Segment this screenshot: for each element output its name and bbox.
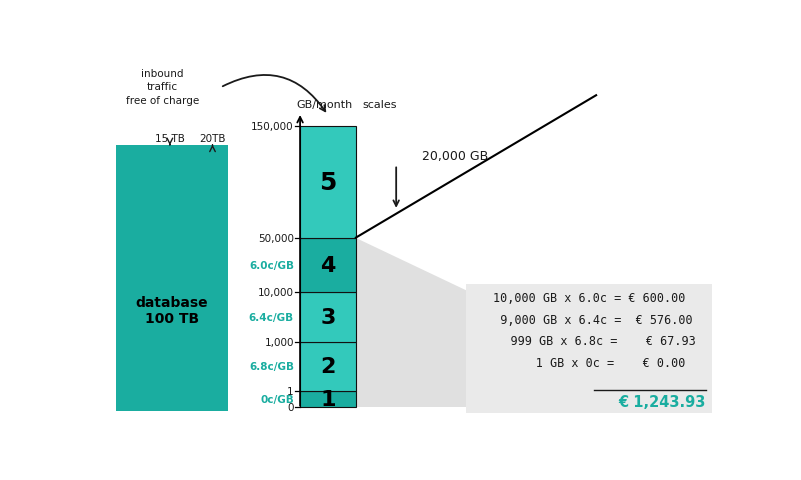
Text: database
100 TB: database 100 TB xyxy=(135,295,208,325)
Text: 2: 2 xyxy=(320,357,336,376)
Bar xyxy=(300,127,356,238)
Text: 0c/GB: 0c/GB xyxy=(260,394,294,404)
Text: 50,000: 50,000 xyxy=(258,233,294,243)
Bar xyxy=(300,293,356,342)
Text: 0: 0 xyxy=(288,402,294,412)
Text: 5: 5 xyxy=(320,170,336,194)
Text: € 1,243.93: € 1,243.93 xyxy=(619,395,706,409)
Bar xyxy=(300,391,356,407)
Text: 20TB: 20TB xyxy=(199,134,226,144)
Text: 15 TB: 15 TB xyxy=(155,134,185,144)
Bar xyxy=(466,284,712,413)
Text: 6.0c/GB: 6.0c/GB xyxy=(249,261,294,270)
Text: 9,000 GB x 6.4c =  € 576.00: 9,000 GB x 6.4c = € 576.00 xyxy=(486,313,692,326)
Text: 10,000: 10,000 xyxy=(258,288,294,298)
Text: 1: 1 xyxy=(288,386,294,396)
Text: 6.8c/GB: 6.8c/GB xyxy=(249,361,294,372)
Text: 1,000: 1,000 xyxy=(264,337,294,347)
Text: 150,000: 150,000 xyxy=(252,122,294,132)
Text: 3: 3 xyxy=(320,307,336,327)
Text: 1 GB x 0c =    € 0.00: 1 GB x 0c = € 0.00 xyxy=(493,356,686,369)
Text: 10,000 GB x 6.0c = € 600.00: 10,000 GB x 6.0c = € 600.00 xyxy=(493,292,686,305)
Text: inbound
traffic
free of charge: inbound traffic free of charge xyxy=(126,69,199,106)
Text: 4: 4 xyxy=(320,255,336,276)
Text: GB/month: GB/month xyxy=(296,100,352,110)
Text: 6.4c/GB: 6.4c/GB xyxy=(249,312,294,323)
Text: 20,000 GB: 20,000 GB xyxy=(422,149,488,162)
Bar xyxy=(115,146,228,411)
Polygon shape xyxy=(356,238,712,407)
Text: 999 GB x 6.8c =    € 67.93: 999 GB x 6.8c = € 67.93 xyxy=(482,335,696,348)
Text: 1: 1 xyxy=(320,389,336,409)
Text: scales: scales xyxy=(362,100,396,110)
Bar xyxy=(300,238,356,293)
Bar xyxy=(300,342,356,391)
